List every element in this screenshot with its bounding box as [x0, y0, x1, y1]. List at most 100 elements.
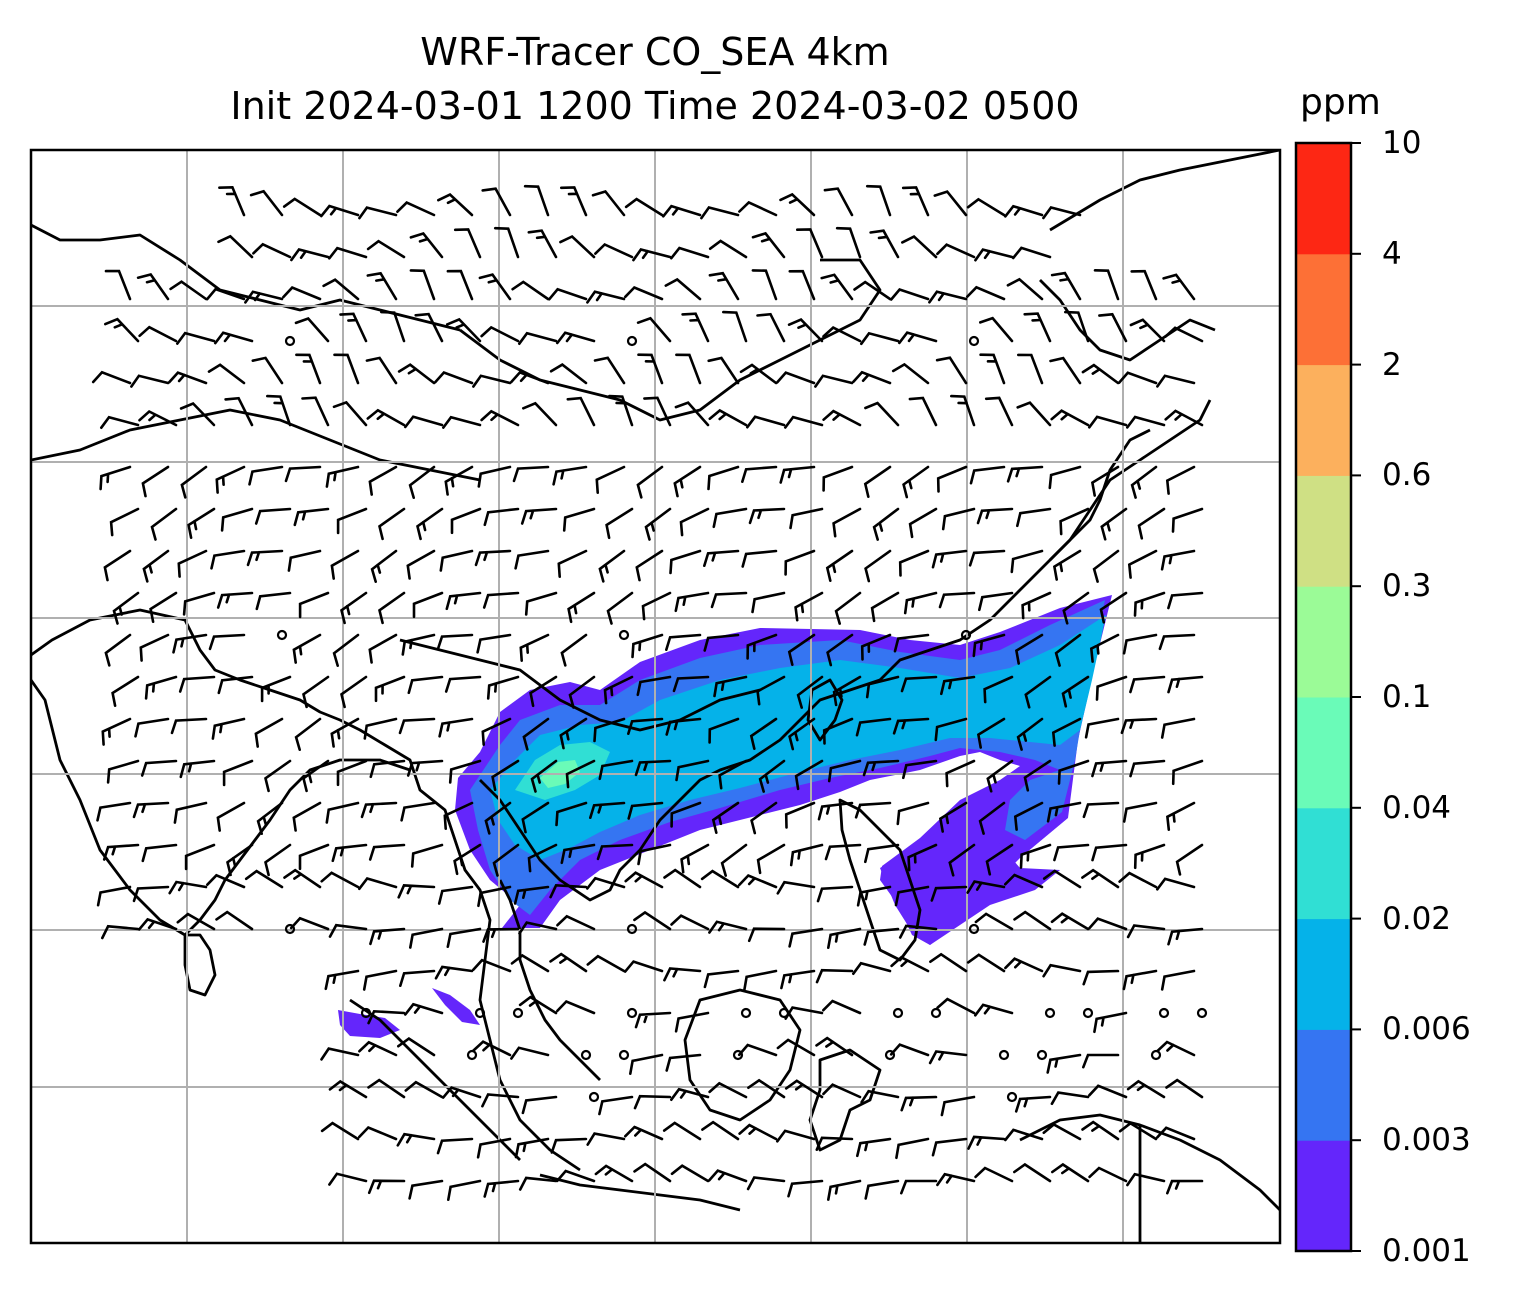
wind-barb [827, 927, 862, 949]
calm-wind-marker [1158, 1007, 1170, 1019]
wind-barb [979, 353, 1006, 385]
wind-barb [983, 675, 1014, 704]
wind-barb [1130, 269, 1158, 301]
wind-barb [367, 1009, 406, 1025]
wind-barb [1088, 1084, 1128, 1099]
wind-barb [215, 910, 254, 931]
wind-barb [756, 675, 786, 706]
wind-barb [244, 869, 284, 889]
wind-barb [1095, 675, 1128, 701]
wind-barb [670, 1087, 710, 1101]
wind-barb [446, 927, 482, 948]
wind-barb [1013, 1162, 1052, 1183]
calm-wind-marker [1150, 1049, 1162, 1061]
wind-barb [756, 312, 786, 343]
wind-barb [527, 843, 558, 873]
wind-barb [518, 995, 558, 1015]
wind-barb [559, 717, 588, 750]
wind-barb [784, 415, 824, 429]
wind-barb [738, 873, 778, 889]
wind-barb [741, 465, 778, 483]
wind-barb [979, 316, 1014, 343]
wind-barb [718, 759, 748, 790]
wind-barb [636, 675, 672, 697]
wind-barb [328, 1079, 368, 1099]
wind-barb [549, 883, 588, 899]
calm-wind-marker [618, 1049, 630, 1061]
wind-barb [586, 954, 626, 973]
wind-barb [707, 1169, 748, 1183]
wind-barb [298, 843, 330, 871]
wind-barb [1126, 1079, 1166, 1099]
wind-barb [301, 396, 330, 427]
wind-barb [674, 401, 710, 427]
wind-barb [892, 717, 930, 735]
wind-barb [215, 465, 246, 494]
calm-wind-marker [626, 335, 638, 347]
wind-barb [366, 271, 398, 301]
wind-barb [406, 759, 444, 777]
wind-barb [663, 967, 702, 982]
calm-wind-marker [960, 629, 972, 641]
wind-barb [787, 633, 816, 666]
wind-barb [663, 868, 702, 889]
wind-barb [822, 326, 862, 343]
wind-barb [340, 675, 368, 709]
wind-barb [519, 633, 550, 662]
calm-wind-marker [276, 629, 288, 641]
wind-barb [367, 1078, 406, 1099]
wind-barb [437, 885, 474, 905]
calm-wind-marker [1036, 1049, 1048, 1061]
wind-barb [938, 801, 968, 833]
wind-barb [410, 843, 444, 868]
wind-barb [397, 884, 436, 899]
wind-barb [586, 290, 626, 304]
wind-barb [522, 401, 558, 427]
wind-barb [974, 1003, 1014, 1017]
wind-barb [1016, 507, 1052, 528]
colorbar-tick-label: 0.04 [1382, 789, 1452, 826]
wind-barb [1050, 1091, 1090, 1106]
wind-barb [1051, 1162, 1090, 1183]
wind-barb [302, 675, 330, 709]
wind-barb [1014, 633, 1044, 665]
wind-barb [700, 869, 740, 889]
wind-barb [860, 633, 892, 661]
coast-borneo [683, 988, 802, 1122]
wind-barb [1050, 271, 1082, 301]
wind-barb [1099, 591, 1128, 624]
wind-barb [320, 1047, 360, 1061]
wind-barb [968, 549, 1006, 567]
wind-barb [710, 591, 748, 609]
wind-barb [1042, 963, 1082, 978]
wind-barb [222, 759, 254, 787]
colorbar-band-5 [1296, 586, 1351, 698]
wind-barb [210, 549, 246, 570]
plume-strait-patch-2 [432, 988, 480, 1025]
wind-barb [416, 507, 444, 541]
wind-barb [142, 549, 170, 583]
wind-barb [788, 717, 816, 751]
wind-barb [869, 229, 900, 259]
wind-barb [132, 801, 170, 819]
wind-barb [360, 801, 398, 819]
wind-barb [409, 231, 444, 259]
wind-barb [102, 843, 140, 861]
colorbar-band-8 [1296, 253, 1351, 366]
wind-barb [928, 290, 968, 304]
wind-barb [722, 310, 748, 343]
wind-barb [378, 591, 406, 625]
wind-barb [448, 759, 482, 784]
wind-barb [966, 880, 1006, 894]
wind-barb [1006, 277, 1044, 301]
wind-barb [169, 280, 208, 301]
wind-barb [1118, 1121, 1158, 1141]
wind-barb [931, 549, 968, 569]
wind-barb [936, 997, 976, 1015]
wind-barb [378, 507, 406, 541]
wind-barb [1004, 957, 1044, 973]
wind-barb [474, 549, 512, 567]
wind-barb [747, 927, 786, 943]
wind-barb [325, 801, 360, 824]
wind-barb [776, 880, 816, 895]
